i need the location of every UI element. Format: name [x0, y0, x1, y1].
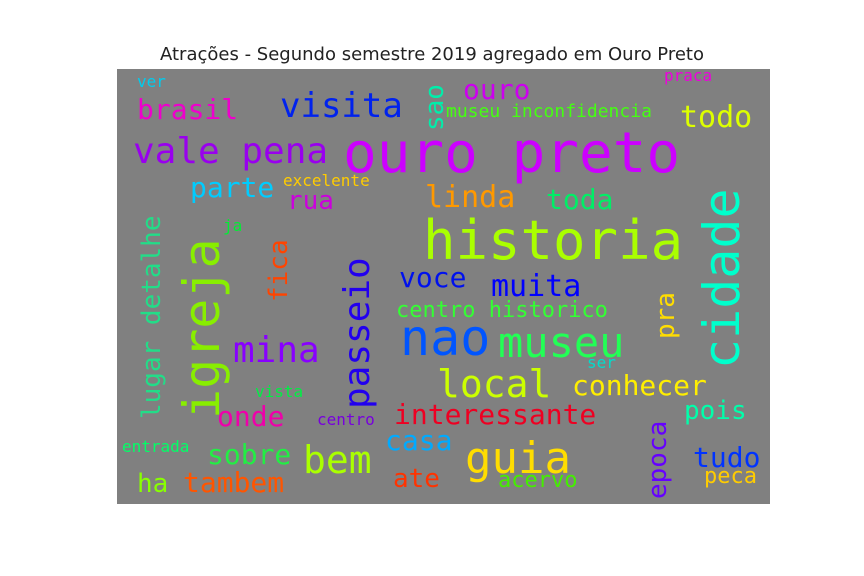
word-ate: ate [393, 464, 440, 494]
word-museu-inconfidencia: museu inconfidencia [446, 101, 652, 122]
word-sao: sao [420, 84, 450, 131]
word-conhecer: conhecer [572, 369, 707, 402]
word-parte: parte [190, 171, 274, 204]
word-ja: ja [223, 216, 242, 235]
word-vista: vista [255, 382, 303, 401]
word-nao: nao [400, 309, 490, 367]
word-voce: voce [399, 261, 466, 294]
word-ver: ver [137, 72, 166, 91]
word-ha: ha [137, 469, 168, 499]
word-todo: todo [680, 100, 752, 135]
word-entrada: entrada [122, 437, 189, 456]
word-centro-historico: centro historico [396, 298, 608, 323]
word-epoca: epoca [643, 421, 673, 499]
word-bem: bem [303, 438, 372, 482]
chart-title: Atrações - Segundo semestre 2019 agregad… [160, 44, 704, 65]
word-lugar-detalhe: lugar detalhe [137, 216, 167, 420]
word-passeio: passeio [337, 257, 378, 409]
word-peca: peca [704, 464, 757, 489]
word-visita: visita [280, 86, 403, 126]
word-interessante: interessante [394, 398, 596, 431]
word-onde: onde [217, 400, 284, 433]
word-linda: linda [425, 180, 515, 215]
word-ouro-preto: ouro preto [343, 121, 680, 186]
word-guia: guia [465, 433, 571, 484]
word-cidade: cidade [693, 188, 751, 369]
word-vale-pena: vale pena [133, 131, 328, 172]
word-sobre: sobre [207, 438, 291, 471]
word-rua: rua [287, 186, 334, 216]
word-brasil: brasil [137, 93, 238, 126]
word-praca: praca [664, 69, 712, 85]
word-igreja: igreja [173, 238, 231, 419]
word-toda: toda [546, 183, 613, 216]
word-historia: historia [423, 209, 683, 272]
word-pois: pois [684, 396, 747, 426]
word-fica: fica [264, 239, 294, 302]
word-local: local [437, 362, 551, 406]
word-centro: centro [317, 410, 375, 429]
word-museu: museu [498, 318, 624, 367]
word-tambem: tambem [183, 466, 284, 499]
word-ser: ser [587, 353, 616, 372]
word-acervo: acervo [498, 468, 577, 493]
word-mina: mina [233, 330, 320, 371]
word-tudo: tudo [693, 441, 760, 474]
word-cloud: ouro preto historia igreja cidade nao museu pa… [117, 69, 770, 504]
word-casa: casa [385, 424, 452, 457]
word-muita: muita [491, 269, 581, 304]
word-pra: pra [651, 292, 681, 339]
word-excelente: excelente [283, 171, 370, 190]
word-cloud-svg: ouro preto historia igreja cidade nao museu pa… [122, 69, 760, 499]
word-ouro: ouro [463, 73, 530, 106]
